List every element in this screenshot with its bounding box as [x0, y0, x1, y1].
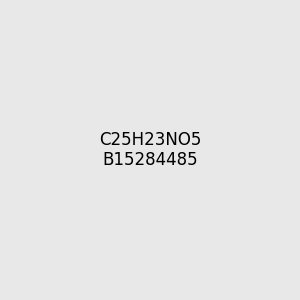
Text: C25H23NO5
B15284485: C25H23NO5 B15284485 [99, 130, 201, 170]
